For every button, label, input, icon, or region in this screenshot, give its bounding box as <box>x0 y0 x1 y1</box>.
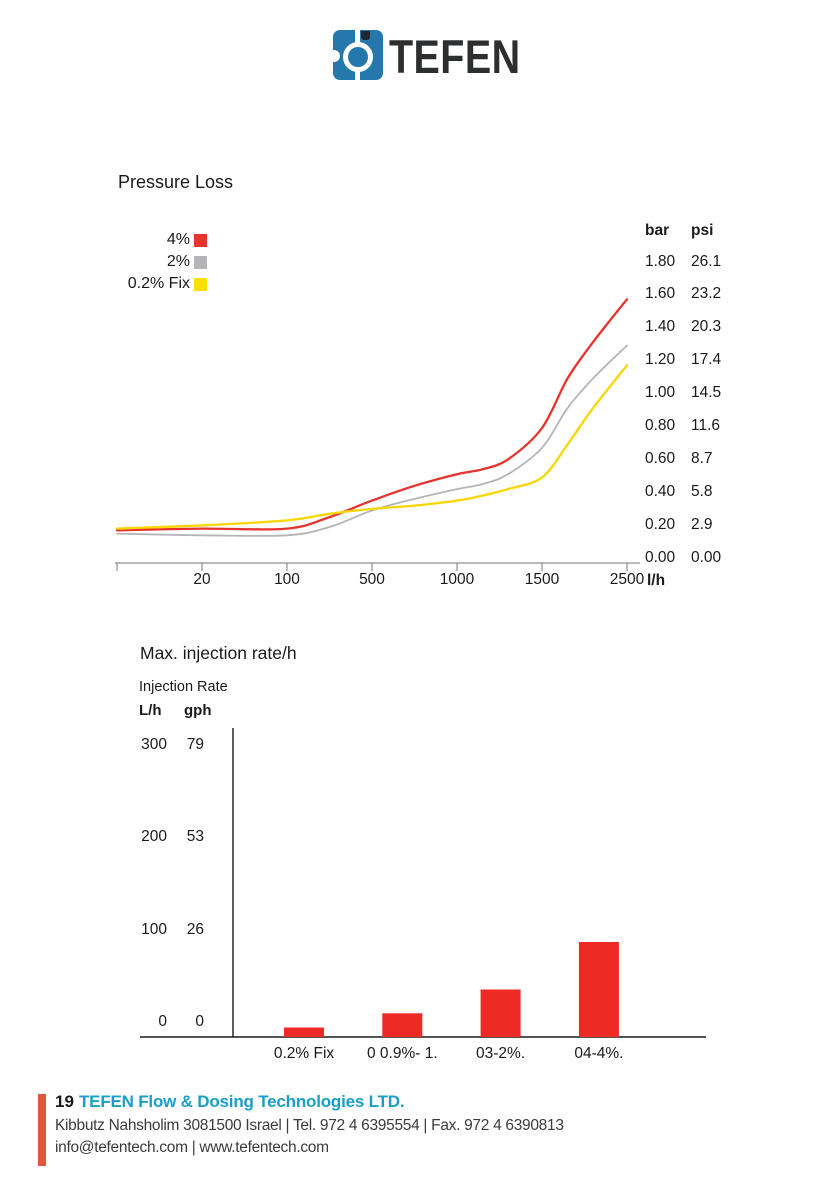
logo-ring-icon <box>343 42 373 72</box>
footer-accent-bar <box>38 1094 46 1166</box>
x-tick-20: 20 <box>193 571 211 588</box>
bar-value: 0.00 <box>645 548 676 566</box>
tefen-logo-icon <box>333 30 383 80</box>
legend-label: 0.2% Fix <box>127 275 190 292</box>
injection-bar-0 <box>284 1027 324 1037</box>
injection-axis-label: Injection Rate <box>139 679 228 695</box>
legend-item-0: 4% <box>40 229 207 251</box>
right-axis-row-0: 1.80 26.1 <box>645 252 721 270</box>
pressure-line-0-2-fix <box>115 364 629 530</box>
tefen-logo-text: TEFEN <box>389 30 521 83</box>
x-axis-unit-label: l/h <box>647 572 666 589</box>
psi-value: 20.3 <box>691 318 722 336</box>
bar-value: 0.20 <box>645 515 676 533</box>
bar-value: 0.40 <box>645 482 676 500</box>
pressure-loss-legend: 4% 2% 0.2% Fix <box>40 229 207 295</box>
category-label-2: 03-2%. <box>476 1045 526 1062</box>
footer-contact: info@tefentech.com | www.tefentech.com <box>55 1139 329 1156</box>
psi-value: 26.1 <box>691 252 722 270</box>
legend-item-2: 0.2% Fix <box>40 273 207 295</box>
psi-value: 0.00 <box>691 548 722 566</box>
right-axis-row-6: 0.60 8.7 <box>645 449 713 467</box>
legend-label: 2% <box>166 253 190 270</box>
psi-value: 8.7 <box>691 449 713 467</box>
right-axis-row-4: 1.00 14.5 <box>645 384 721 402</box>
x-tick-2500: 2500 <box>609 571 645 588</box>
bar-value: 0.80 <box>645 417 676 434</box>
category-label-0: 0.2% Fix <box>273 1045 335 1062</box>
category-label-3: 04-4%. <box>574 1045 624 1062</box>
logo-slot-bottom <box>355 69 360 80</box>
bar-value: 1.00 <box>645 384 676 402</box>
logo-slot-top <box>355 30 360 43</box>
psi-value: 5.8 <box>691 482 713 500</box>
injection-bar-2 <box>480 989 521 1037</box>
right-axis-row-1: 1.60 23.2 <box>645 285 721 303</box>
gph-tick-value: 0 <box>195 1013 204 1030</box>
injection-bar-1 <box>382 1013 423 1038</box>
lh-tick-value: 100 <box>141 920 167 938</box>
legend-swatch-icon <box>194 233 207 247</box>
bar-column-header: bar <box>645 222 670 239</box>
bar-value: 1.20 <box>645 351 676 369</box>
right-axis-row-5: 0.80 11.6 <box>645 417 720 434</box>
pressure-line-4- <box>115 298 629 532</box>
x-tick-1500: 1500 <box>524 571 560 588</box>
gph-column-header: gph <box>184 702 212 719</box>
psi-value: 11.6 <box>691 417 721 434</box>
right-axis-row-2: 1.40 20.3 <box>645 318 721 336</box>
legend-swatch-icon <box>194 277 207 291</box>
right-axis-row-7: 0.40 5.8 <box>645 482 713 500</box>
gph-tick-value: 26 <box>186 920 204 938</box>
right-axis-row-9: 0.00 0.00 <box>645 548 721 566</box>
gph-tick-value: 53 <box>186 828 204 846</box>
bar-value: 1.40 <box>645 318 676 336</box>
page-number: 19 <box>55 1092 74 1111</box>
injection-rate-title: Max. injection rate/h <box>140 643 297 663</box>
gph-tick-value: 79 <box>186 736 204 754</box>
lh-column-header: L/h <box>139 702 162 719</box>
pressure-line-2- <box>116 344 628 537</box>
psi-value: 17.4 <box>691 351 722 369</box>
lh-tick-value: 300 <box>141 736 167 754</box>
right-axis-header: bar psi <box>645 222 713 240</box>
logo-dark-tab <box>361 31 370 40</box>
psi-value: 2.9 <box>691 515 713 533</box>
category-label-1: 0 0.9%- 1. <box>366 1045 438 1062</box>
pressure-loss-title: Pressure Loss <box>118 172 234 192</box>
legend-label: 4% <box>166 231 190 248</box>
legend-item-1: 2% <box>40 251 207 273</box>
psi-value: 23.2 <box>691 285 722 303</box>
bar-value: 0.60 <box>645 449 676 467</box>
x-tick-500: 500 <box>359 571 385 588</box>
lh-tick-value: 0 <box>158 1013 167 1030</box>
footer-address: Kibbutz Nahsholim 3081500 Israel | Tel. … <box>55 1117 564 1134</box>
bar-value: 1.60 <box>645 285 676 303</box>
bar-value: 1.80 <box>645 252 676 270</box>
lh-tick-value: 200 <box>141 828 167 846</box>
psi-value: 14.5 <box>691 384 722 402</box>
injection-bar-3 <box>578 942 619 1037</box>
legend-swatch-icon <box>194 255 207 269</box>
x-tick-100: 100 <box>274 571 300 588</box>
logo-left-notch <box>333 50 340 62</box>
x-tick-1000: 1000 <box>439 571 475 588</box>
right-axis-row-8: 0.20 2.9 <box>645 515 713 533</box>
right-axis-row-3: 1.20 17.4 <box>645 351 721 369</box>
psi-column-header: psi <box>691 222 714 239</box>
footer-company-name: TEFEN Flow & Dosing Technologies LTD. <box>79 1092 405 1111</box>
